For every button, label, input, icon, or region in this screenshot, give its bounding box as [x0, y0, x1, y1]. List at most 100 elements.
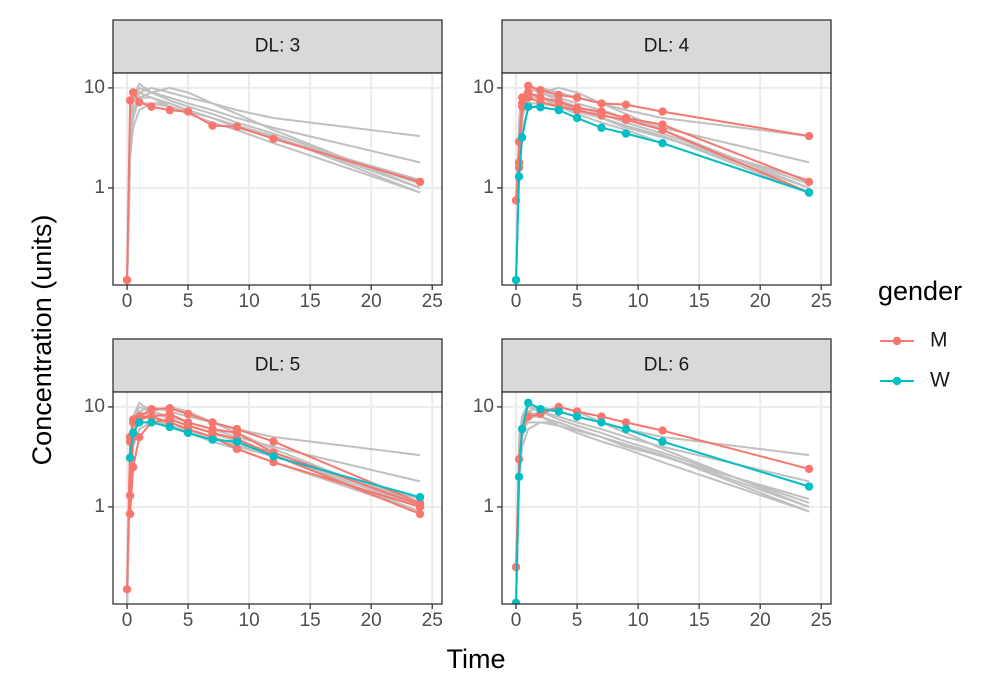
data-point: [554, 407, 563, 416]
data-point: [658, 437, 667, 446]
data-point: [524, 93, 533, 102]
data-point: [524, 102, 533, 111]
y-tick-label: 10: [473, 396, 494, 417]
data-point: [165, 105, 174, 115]
y-tick-label: 1: [94, 496, 105, 517]
data-point: [554, 105, 563, 115]
x-tick-label: 25: [422, 291, 443, 312]
panel-border: [112, 72, 443, 286]
data-point: [524, 81, 533, 91]
series-line: [129, 421, 421, 499]
x-tick-label: 5: [572, 610, 583, 631]
plot-area: [122, 82, 425, 285]
data-point: [536, 103, 545, 112]
panel-border: [112, 391, 443, 605]
legend-key-point: [892, 376, 902, 386]
x-tick-label: 15: [300, 291, 321, 312]
data-point: [524, 398, 533, 407]
data-point: [621, 418, 631, 427]
data-point: [621, 115, 631, 125]
data-point: [147, 404, 156, 414]
x-tick-label: 25: [811, 610, 832, 631]
plot-area: [122, 401, 425, 604]
x-tick-label: 5: [183, 291, 194, 312]
data-point: [128, 418, 138, 427]
x-tick-label: 0: [511, 291, 522, 312]
x-tick-label: 15: [300, 610, 321, 631]
data-point: [125, 509, 135, 519]
data-point: [147, 102, 156, 111]
data-point: [572, 113, 582, 123]
data-point: [511, 598, 521, 604]
data-point: [125, 453, 135, 462]
data-point: [269, 452, 278, 461]
data-point: [621, 129, 631, 138]
data-point: [183, 428, 193, 438]
y-tick-label: 10: [84, 396, 105, 417]
data-point: [415, 500, 425, 510]
x-tick-label: 10: [239, 610, 260, 631]
y-tick-label: 10: [84, 77, 105, 98]
data-point: [511, 275, 521, 285]
data-point: [621, 100, 631, 109]
strip: [501, 338, 832, 393]
data-point: [232, 437, 242, 446]
legend-label: W: [930, 369, 950, 392]
data-point: [147, 412, 156, 421]
strip-title: DL: 5: [255, 355, 300, 376]
strip: [112, 19, 443, 74]
x-tick-label: 25: [422, 610, 443, 631]
data-point: [122, 275, 132, 285]
data-point: [658, 426, 667, 435]
data-point: [208, 418, 217, 427]
plot-area: [511, 81, 814, 285]
panel-border: [501, 391, 832, 605]
x-tick-label: 0: [511, 610, 522, 631]
background-line: [126, 86, 421, 285]
data-point: [128, 88, 138, 97]
data-point: [183, 418, 193, 427]
y-tick-label: 1: [483, 177, 494, 198]
data-point: [597, 123, 606, 132]
x-tick-label: 10: [628, 291, 649, 312]
data-point: [269, 134, 278, 143]
data-point: [232, 122, 242, 131]
strip-title: DL: 3: [255, 36, 300, 57]
x-tick-label: 20: [750, 291, 771, 312]
data-point: [804, 188, 814, 197]
strip: [112, 338, 443, 393]
x-tick-label: 20: [750, 610, 771, 631]
data-point: [269, 458, 278, 467]
data-point: [147, 418, 156, 427]
data-point: [517, 93, 527, 102]
legend-label: M: [930, 329, 948, 352]
data-point: [572, 93, 582, 102]
data-point: [804, 131, 814, 141]
panel-border: [501, 72, 832, 286]
x-tick-label: 15: [689, 610, 710, 631]
data-point: [804, 482, 814, 491]
data-point: [165, 409, 174, 419]
data-point: [415, 493, 425, 502]
data-point: [597, 99, 606, 108]
data-point: [208, 424, 217, 434]
data-point: [804, 177, 814, 187]
data-point: [514, 472, 524, 482]
plot-area: [511, 398, 814, 604]
x-tick-label: 0: [122, 291, 133, 312]
data-point: [514, 172, 524, 181]
data-point: [597, 412, 606, 421]
data-point: [572, 412, 582, 421]
data-point: [165, 422, 174, 432]
x-tick-label: 20: [361, 610, 382, 631]
data-point: [658, 107, 667, 116]
x-tick-label: 5: [572, 291, 583, 312]
strip-title: DL: 4: [644, 36, 690, 57]
data-point: [597, 111, 606, 120]
x-tick-label: 10: [628, 610, 649, 631]
background-line: [515, 410, 810, 604]
data-point: [135, 418, 144, 427]
data-point: [232, 444, 242, 454]
x-tick-label: 15: [689, 291, 710, 312]
y-tick-label: 10: [473, 77, 494, 98]
